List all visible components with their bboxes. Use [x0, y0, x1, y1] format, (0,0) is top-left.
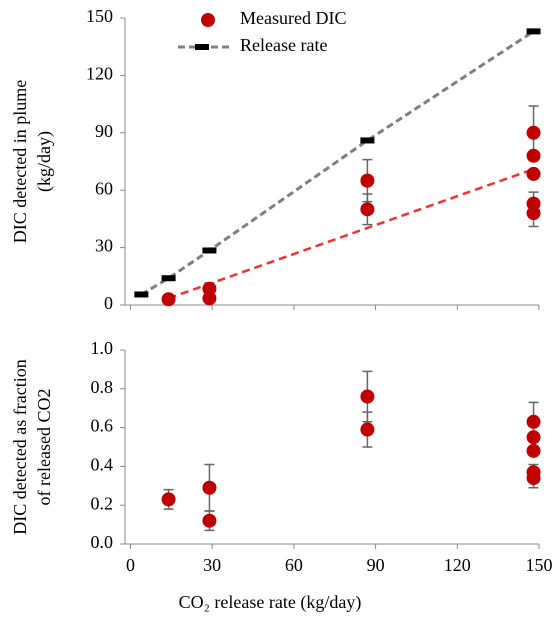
y-tick-label: 0.2: [91, 493, 114, 513]
data-point: [202, 281, 217, 296]
y-tick-label: 0.6: [91, 416, 114, 436]
data-point: [134, 291, 149, 298]
y-axis-title: (kg/day): [34, 131, 55, 192]
legend-marker: [201, 13, 215, 27]
y-tick-label: 1.0: [91, 338, 114, 358]
y-tick-label: 90: [95, 121, 113, 141]
x-axis-title: CO₂ release rate (kg/day): [179, 592, 362, 613]
data-point: [161, 292, 176, 307]
y-tick-label: 30: [95, 236, 113, 256]
data-point: [202, 291, 217, 306]
y-axis-title: of released CO2: [34, 389, 54, 506]
data-point: [202, 480, 217, 495]
legend-label: Release rate: [240, 35, 327, 55]
y-tick-label: 0.8: [91, 377, 114, 397]
data-point: [161, 275, 176, 282]
x-tick-label: 30: [203, 555, 221, 575]
legend-marker: [195, 44, 209, 50]
data-point: [526, 166, 541, 181]
data-point: [526, 471, 541, 486]
y-tick-label: 120: [86, 64, 113, 84]
data-point: [202, 513, 217, 528]
x-tick-label: 0: [126, 555, 135, 575]
y-tick-label: 60: [95, 178, 113, 198]
data-point: [360, 137, 375, 144]
data-point: [526, 196, 541, 211]
data-point: [526, 414, 541, 429]
data-point: [526, 148, 541, 163]
data-point: [360, 389, 375, 404]
data-point: [526, 206, 541, 221]
legend-label: Measured DIC: [240, 8, 346, 28]
data-point: [526, 28, 541, 35]
data-point: [526, 443, 541, 458]
x-tick-label: 60: [285, 555, 303, 575]
series-line: [140, 30, 535, 296]
x-tick-label: 150: [526, 555, 553, 575]
trend-line: [168, 167, 534, 300]
data-point: [526, 430, 541, 445]
y-tick-label: 0.0: [91, 532, 114, 552]
data-point: [360, 422, 375, 437]
y-tick-label: 0.4: [91, 455, 114, 475]
y-axis-title: DIC detected as fraction: [10, 359, 30, 534]
y-tick-label: 150: [86, 6, 113, 26]
data-point: [360, 202, 375, 217]
data-point: [526, 125, 541, 140]
x-tick-label: 90: [367, 555, 385, 575]
data-point: [202, 247, 217, 254]
x-tick-label: 120: [444, 555, 471, 575]
data-point: [360, 173, 375, 188]
y-axis-title: DIC detected in plume: [10, 80, 30, 243]
y-tick-label: 0: [104, 293, 113, 313]
data-point: [161, 492, 176, 507]
